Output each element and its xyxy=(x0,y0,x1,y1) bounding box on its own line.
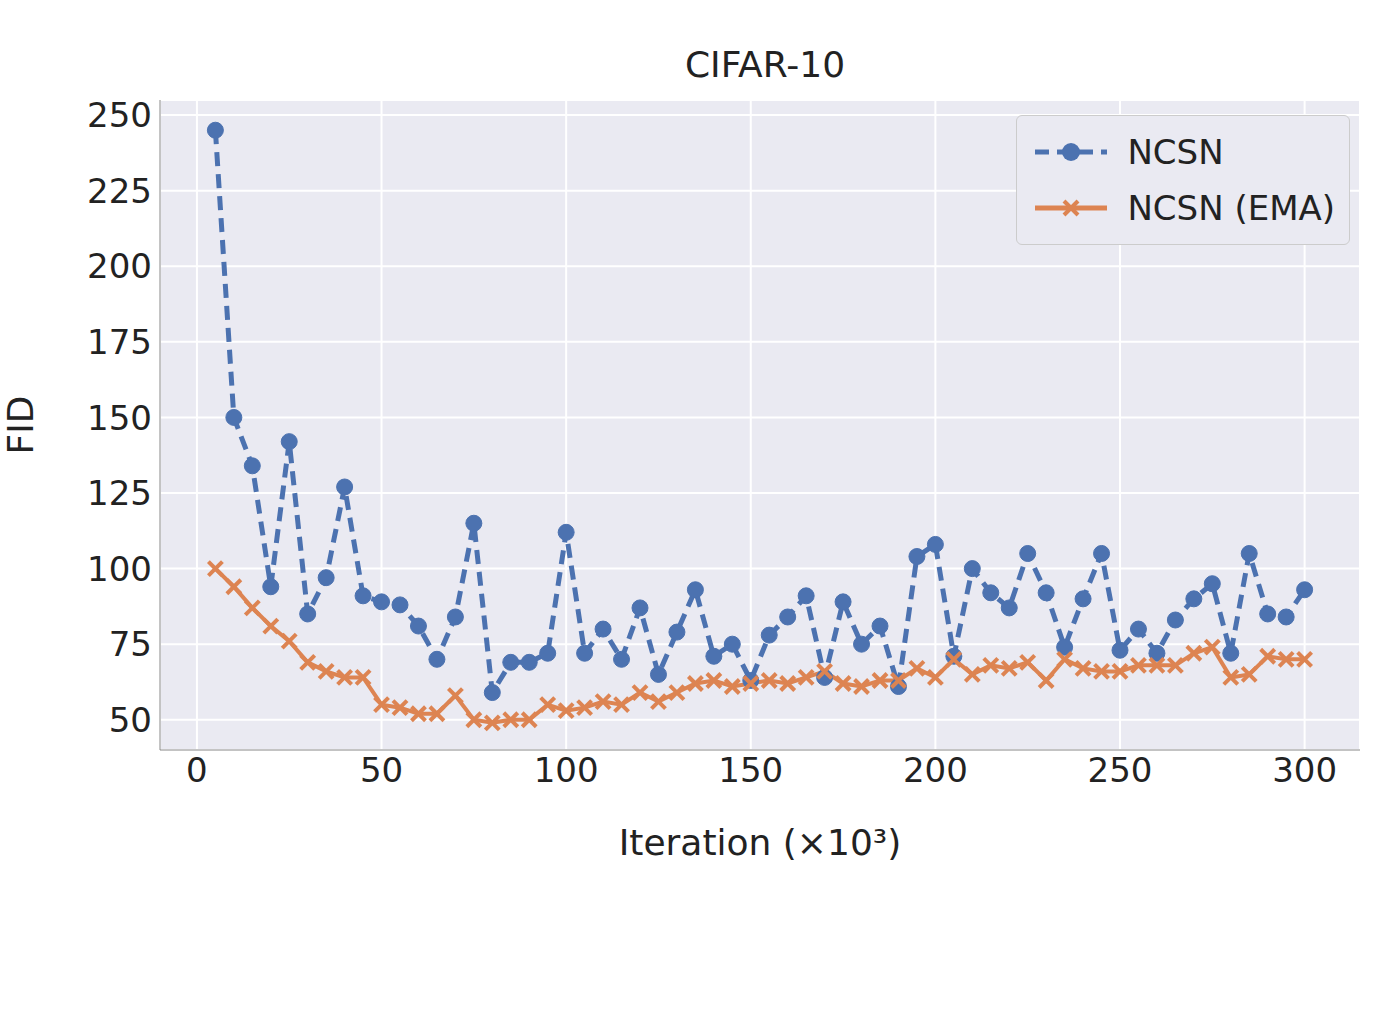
svg-text:0: 0 xyxy=(186,750,208,790)
html-text:NCSN: NCSN xyxy=(1127,132,1224,172)
svg-text:100: 100 xyxy=(87,549,152,589)
svg-text:200: 200 xyxy=(903,750,968,790)
svg-text:125: 125 xyxy=(87,473,152,513)
svg-text:100: 100 xyxy=(534,750,599,790)
svg-text:50: 50 xyxy=(109,700,152,740)
svg-text:150: 150 xyxy=(718,750,783,790)
svg-text:FID: FID xyxy=(0,395,41,454)
svg-text:300: 300 xyxy=(1272,750,1337,790)
svg-text:250: 250 xyxy=(87,95,152,135)
html-text:NCSN (EMA): NCSN (EMA) xyxy=(1127,188,1335,228)
svg-text:75: 75 xyxy=(109,624,152,664)
svg-text:200: 200 xyxy=(87,246,152,286)
svg-text:Iteration (×10³): Iteration (×10³) xyxy=(619,822,902,863)
svg-text:250: 250 xyxy=(1088,750,1153,790)
svg-text:50: 50 xyxy=(360,750,403,790)
html-text:CIFAR-10: CIFAR-10 xyxy=(684,44,846,85)
svg-text:175: 175 xyxy=(87,322,152,362)
svg-text:150: 150 xyxy=(87,398,152,438)
svg-text:225: 225 xyxy=(87,171,152,211)
